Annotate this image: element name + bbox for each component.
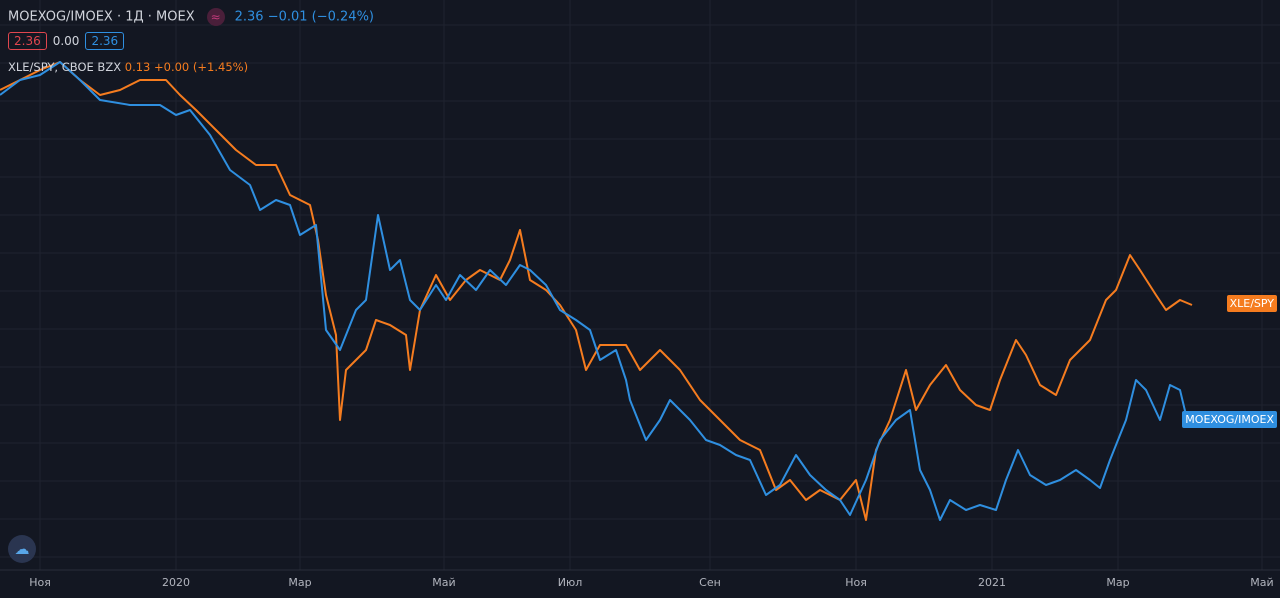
sell-button[interactable]: 2.36 xyxy=(8,32,47,50)
equal-icon: ≈ xyxy=(206,8,225,26)
series-line-moexog-imoex[interactable] xyxy=(0,61,1187,521)
tradingview-logo-icon[interactable]: ☁ xyxy=(8,535,36,563)
x-tick-label: Ноя xyxy=(845,576,867,589)
compare-legend: XLE/SPY, CBOE BZX 0.13 +0.00 (+1.45%) xyxy=(8,60,248,74)
x-tick-label: Май xyxy=(1250,576,1274,589)
xle-price-tag: XLE/SPY xyxy=(1226,295,1277,312)
x-tick-label: 2020 xyxy=(162,576,190,589)
compare-symbol[interactable]: XLE/SPY, CBOE BZX xyxy=(8,60,122,74)
x-tick-label: Мар xyxy=(288,576,312,589)
x-tick-label: Сен xyxy=(699,576,721,589)
main-legend: MOEXOG/IMOEX · 1Д · MOEX ≈2.36 −0.01 (−0.… xyxy=(8,8,374,26)
bid-ask: 2.36 0.00 2.36 xyxy=(8,32,130,50)
buy-button[interactable]: 2.36 xyxy=(85,32,125,50)
spread-value: 0.00 xyxy=(52,34,80,48)
x-tick-label: Ноя xyxy=(29,576,51,589)
x-tick-label: Май xyxy=(432,576,456,589)
x-tick-label: Мар xyxy=(1106,576,1130,589)
x-tick-label: Июл xyxy=(557,576,583,589)
x-tick-label: 2021 xyxy=(978,576,1006,589)
compare-quote: 0.13 +0.00 (+1.45%) xyxy=(124,60,249,74)
main-quote: 2.36 −0.01 (−0.24%) xyxy=(234,9,375,25)
symbol-title[interactable]: MOEXOG/IMOEX · 1Д · MOEX xyxy=(8,9,195,25)
series-line-xle-spy[interactable] xyxy=(0,61,1193,521)
moex-price-tag: MOEXOG/IMOEX xyxy=(1182,411,1277,428)
